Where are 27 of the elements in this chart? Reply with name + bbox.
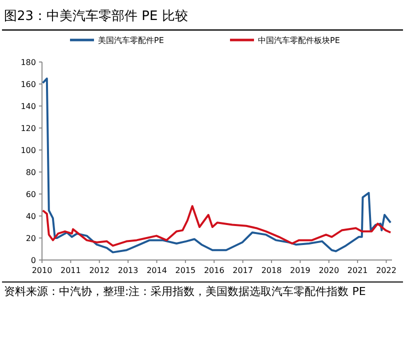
- x-tick-label: 2010: [32, 266, 52, 275]
- x-tick-label: 2020: [318, 266, 340, 275]
- y-tick-label: 160: [20, 80, 36, 89]
- x-tick-label: 2013: [118, 266, 138, 275]
- y-tick-label: 100: [20, 146, 36, 155]
- legend-label: 中国汽车零配件板块PE: [258, 36, 340, 45]
- x-tick-label: 2018: [261, 266, 282, 275]
- x-tick-label: 2016: [204, 266, 224, 275]
- y-tick-label: 120: [20, 124, 36, 133]
- x-tick-label: 2011: [60, 266, 81, 275]
- y-tick-label: 40: [26, 212, 36, 221]
- y-tick-label: 20: [26, 234, 36, 243]
- text: 资料来源：中汽协，整理:注：采用指数，美国数据选取汽车零配件指数 PE: [4, 284, 367, 300]
- y-tick-label: 140: [20, 102, 36, 111]
- x-tick-label: 2015: [175, 266, 196, 275]
- y-tick-label: 0: [30, 256, 36, 265]
- x-tick-label: 2021: [347, 266, 368, 275]
- x-tick-label: 2012: [89, 266, 110, 275]
- y-tick-label: 180: [20, 58, 36, 67]
- y-tick-label: 80: [26, 168, 36, 177]
- x-tick-label: 2014: [146, 266, 167, 275]
- x-tick-label: 2017: [232, 266, 253, 275]
- chart-title: 图23：中美汽车零部件 PE 比较: [4, 8, 188, 24]
- x-tick-label: 2022: [376, 266, 396, 275]
- x-tick-label: 2019: [290, 266, 310, 275]
- y-tick-label: 60: [26, 190, 36, 199]
- legend-label: 美国汽车零配件PE: [98, 36, 164, 45]
